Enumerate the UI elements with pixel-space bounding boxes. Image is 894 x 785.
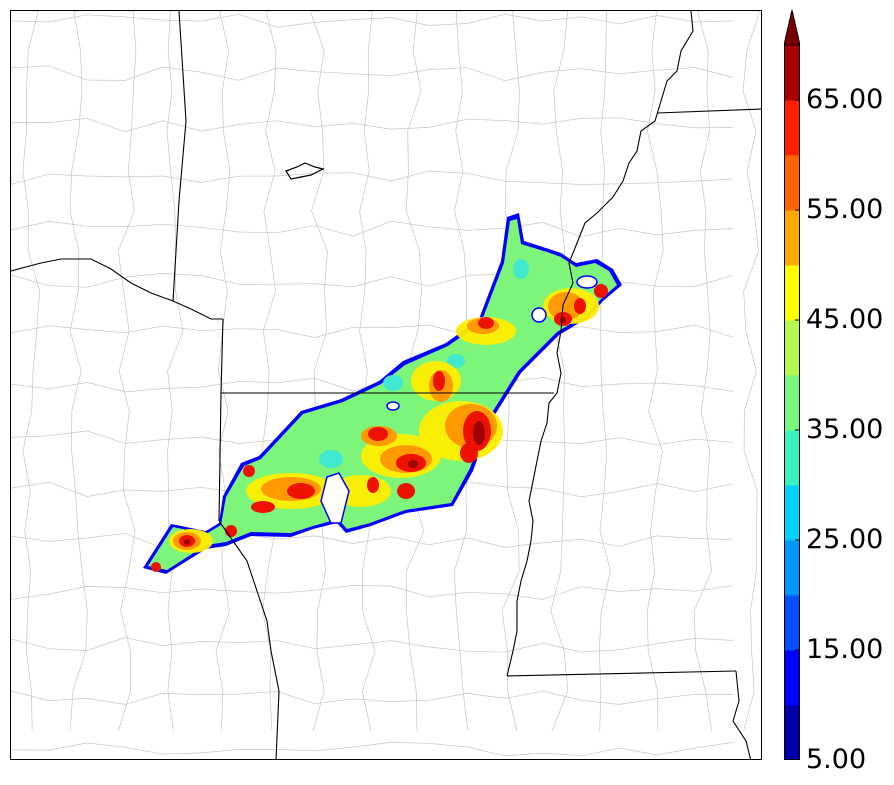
colorbar-tick-label: 5.00: [806, 744, 867, 775]
county-line: [11, 690, 734, 705]
state-border-east-coast: [732, 670, 752, 759]
county-line: [11, 637, 734, 653]
county-line: [11, 117, 734, 133]
county-line: [166, 11, 184, 732]
county-line: [11, 65, 734, 82]
colorbar-segment: [784, 540, 800, 596]
colorbar-segment: [784, 595, 800, 651]
map-panel: [10, 10, 762, 760]
county-line: [11, 220, 734, 238]
colorbar-segment: [784, 265, 800, 321]
colorbar-segment: [784, 210, 800, 266]
colorbar-tick-label: 65.00: [806, 84, 884, 115]
map-canvas: [11, 11, 761, 759]
state-border-mississippi-south: [506, 670, 737, 677]
state-border-texas-louisiana: [218, 392, 222, 522]
county-line: [261, 11, 277, 732]
county-line: [598, 11, 611, 732]
state-border-red-river: [11, 258, 223, 320]
field-darkred-cores: [184, 317, 566, 545]
county-line: [11, 377, 734, 393]
county-line: [117, 11, 137, 732]
colorbar-segment: [784, 155, 800, 211]
colorbar-tick-label: 15.00: [806, 634, 884, 665]
colorbar-tick-label: 25.00: [806, 524, 884, 555]
county-line: [215, 11, 231, 732]
county-line: [550, 11, 569, 732]
colorbar-tick-label: 55.00: [806, 194, 884, 225]
lake-outline: [285, 162, 325, 180]
colorbar-segment: [784, 485, 800, 541]
colorbar: [784, 10, 800, 760]
county-line: [646, 11, 664, 732]
state-border-west-vertical: [172, 11, 187, 302]
colorbar-segment: [784, 45, 800, 101]
state-border-sabine: [218, 520, 280, 759]
state-border-tennessee: [656, 108, 761, 114]
colorbar-extend-arrow: [784, 10, 800, 46]
colorbar-segment: [784, 430, 800, 486]
county-line: [11, 742, 734, 757]
county-line: [693, 11, 712, 732]
county-line: [11, 585, 734, 600]
county-line: [405, 11, 425, 732]
colorbar-segment: [784, 320, 800, 376]
colorbar-segment: [784, 650, 800, 706]
county-line: [69, 11, 88, 732]
field-holes: [320, 275, 598, 524]
county-line: [22, 11, 40, 732]
colorbar-border: [784, 44, 800, 760]
colorbar-segment: [784, 100, 800, 156]
county-line: [742, 11, 761, 732]
colorbar-segment: [784, 705, 800, 760]
colorbar-tick-label: 35.00: [806, 414, 884, 445]
county-line: [309, 11, 328, 732]
field-green-region: [148, 219, 617, 570]
state-border-mississippi-river: [506, 11, 694, 677]
county-line: [357, 11, 376, 732]
colorbar-tick-label: 45.00: [806, 304, 884, 335]
colorbar-segment: [784, 375, 800, 431]
state-borders: [11, 11, 761, 759]
state-border-oklahoma-arkansas: [220, 318, 224, 394]
county-line: [11, 170, 734, 185]
county-line: [11, 324, 734, 338]
county-line: [11, 532, 734, 549]
